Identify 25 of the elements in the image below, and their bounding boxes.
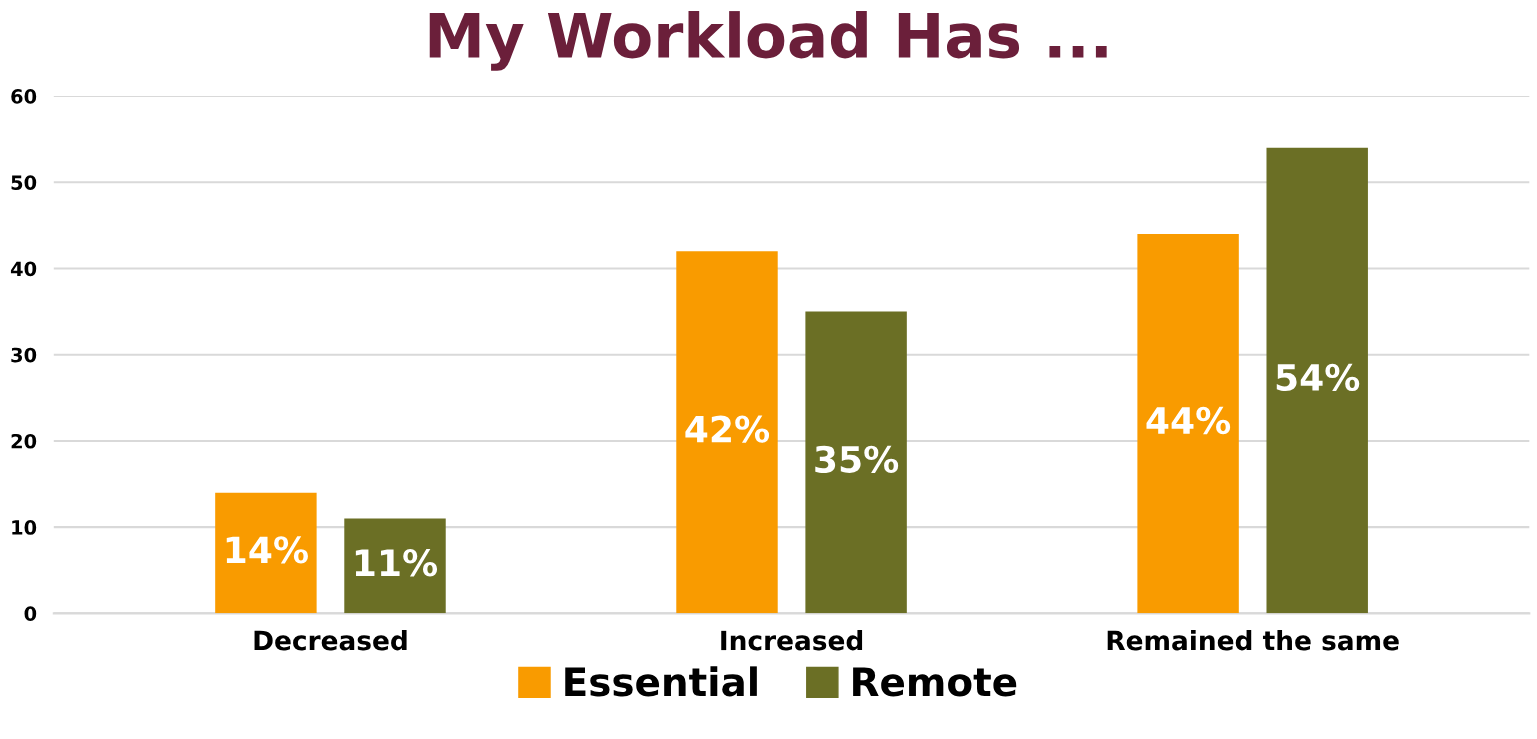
data-label: 54%	[1276, 363, 1360, 392]
chart-title: My Workload Has ...	[429, 11, 1107, 71]
y-tick-label: 10	[12, 520, 37, 535]
data-label: 35%	[815, 445, 899, 473]
y-tick-label: 60	[11, 89, 37, 104]
y-tick-label: 40	[10, 261, 37, 277]
x-tick-label: Decreased	[254, 630, 407, 651]
data-label: 11%	[355, 549, 438, 577]
data-label: 42%	[685, 415, 770, 443]
bar	[215, 492, 317, 614]
y-tick-label: 50	[11, 175, 37, 190]
data-label: 44%	[1146, 406, 1231, 435]
legend-label: Remote	[853, 667, 1017, 697]
bar	[676, 251, 778, 614]
y-tick-label: 0	[24, 606, 37, 622]
x-tick-label: Increased	[721, 630, 863, 651]
y-tick-label: 20	[11, 433, 37, 449]
bar	[1266, 147, 1368, 614]
bar	[1137, 234, 1239, 614]
data-label: 14%	[226, 536, 308, 564]
bar	[344, 518, 446, 614]
bar	[805, 311, 907, 614]
x-tick-label: Remained the same	[1107, 630, 1399, 651]
y-tick-label: 30	[11, 347, 37, 363]
legend-label: Essential	[565, 666, 757, 697]
